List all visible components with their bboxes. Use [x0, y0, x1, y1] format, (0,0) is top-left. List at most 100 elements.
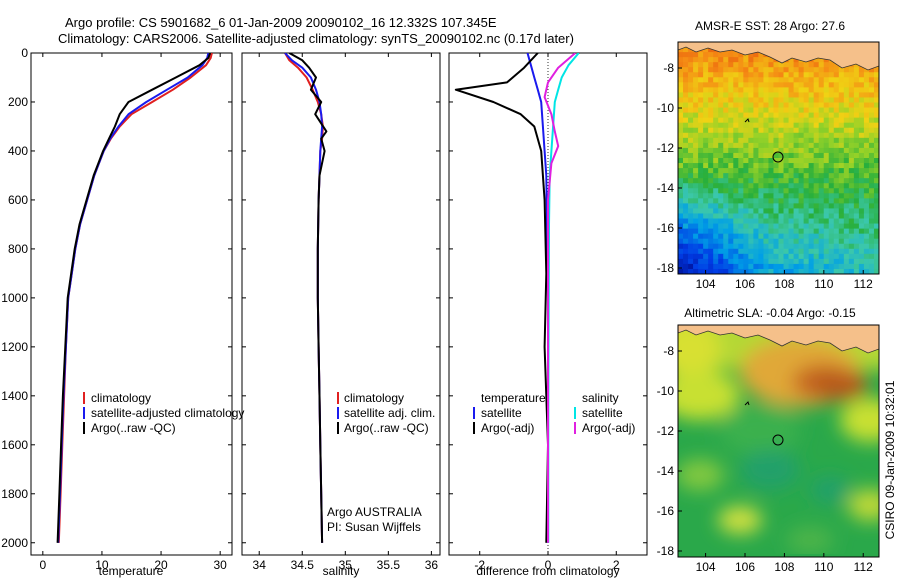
legend-swatch-argo	[83, 422, 85, 434]
sst-cell	[713, 87, 719, 93]
sst-cell	[868, 152, 875, 159]
sst-cell	[758, 163, 764, 169]
sst-cell	[838, 97, 845, 103]
sst-cell	[838, 218, 845, 224]
sst-cell	[813, 158, 820, 164]
sst-cell	[768, 87, 774, 93]
sst-cell	[783, 163, 789, 169]
sst-cell	[683, 117, 689, 124]
sst-cell	[738, 208, 744, 214]
sst-cell	[698, 87, 704, 93]
sst-cell	[768, 102, 774, 108]
sst-cell	[873, 208, 879, 214]
x-tick-label: -2	[474, 558, 485, 572]
sst-cell	[793, 82, 800, 88]
sst-cell	[858, 208, 865, 214]
sst-cell	[793, 142, 800, 149]
sst-cell	[703, 198, 709, 204]
sst-cell	[728, 173, 734, 179]
sst-cell	[798, 178, 805, 184]
sst-cell	[753, 152, 759, 159]
sst-cell	[778, 263, 784, 270]
sst-cell	[698, 147, 704, 154]
sst-cell	[793, 268, 800, 274]
sst-cell	[823, 57, 830, 63]
sst-cell	[738, 67, 744, 73]
sst-cell	[778, 62, 784, 68]
sst-cell	[743, 107, 749, 114]
legend-label-temp-satellite: satellite	[481, 406, 522, 420]
sst-cell	[723, 218, 729, 224]
sst-cell	[863, 158, 870, 164]
sst-cell	[768, 132, 774, 139]
sst-cell	[698, 132, 704, 139]
sst-cell	[703, 117, 709, 124]
sst-cell	[703, 223, 709, 230]
map-x-tick-label: 104	[696, 277, 716, 291]
sst-cell	[843, 193, 850, 199]
sst-cell	[833, 233, 840, 240]
sst-cell	[788, 188, 794, 194]
sst-cell	[808, 218, 815, 224]
sst-cell	[678, 263, 684, 270]
sst-cell	[833, 258, 840, 265]
sst-cell	[848, 178, 855, 184]
sst-cell	[853, 62, 860, 68]
sst-cell	[803, 67, 810, 73]
sst-cell	[753, 208, 759, 214]
sst-cell	[823, 238, 830, 245]
sst-cell	[708, 72, 714, 78]
salinity-axes	[241, 52, 441, 556]
sst-cell	[723, 117, 729, 124]
sst-cell	[873, 268, 879, 274]
sst-cell	[783, 142, 789, 149]
sst-cell	[738, 127, 744, 134]
sst-cell	[713, 77, 719, 83]
sst-cell	[803, 122, 810, 129]
sst-cell	[858, 173, 865, 179]
sst-cell	[698, 228, 704, 235]
sst-cell	[858, 127, 865, 134]
sst-cell	[823, 87, 830, 93]
sst-cell	[693, 87, 699, 93]
sst-cell	[843, 77, 850, 83]
sst-cell	[843, 87, 850, 93]
sst-cell	[693, 188, 699, 194]
sst-cell	[853, 117, 860, 124]
sst-map-frame	[677, 41, 880, 275]
sst-cell	[703, 218, 709, 224]
x-tick-label: 10	[95, 558, 109, 572]
sst-cell	[813, 248, 820, 255]
sst-cell	[803, 117, 810, 124]
sst-cell	[693, 238, 699, 245]
sst-cell	[788, 213, 794, 219]
sst-cell	[678, 258, 684, 265]
sst-cell	[733, 132, 739, 139]
sst-cell	[808, 158, 815, 164]
sst-cell	[733, 117, 739, 124]
sst-cell	[823, 67, 830, 73]
sst-cell	[698, 82, 704, 88]
sst-cell	[823, 102, 830, 108]
sst-cell	[683, 87, 689, 93]
sst-cell	[803, 147, 810, 154]
sst-cell	[848, 137, 855, 144]
sst-cell	[743, 233, 749, 240]
sst-cell	[708, 158, 714, 164]
sst-cell	[768, 107, 774, 114]
sst-cell	[733, 107, 739, 114]
sst-cell	[803, 253, 810, 260]
sst-cell	[823, 92, 830, 98]
sst-cell	[798, 67, 805, 73]
sst-cell	[778, 77, 784, 83]
sst-cell	[868, 228, 875, 235]
sst-cell	[818, 107, 825, 114]
sst-cell	[873, 112, 879, 119]
sst-cell	[768, 193, 774, 199]
sst-cell	[873, 203, 879, 209]
sst-cell	[718, 102, 724, 108]
sst-cell	[758, 52, 764, 58]
sst-cell	[708, 218, 714, 224]
sst-cell	[853, 238, 860, 245]
